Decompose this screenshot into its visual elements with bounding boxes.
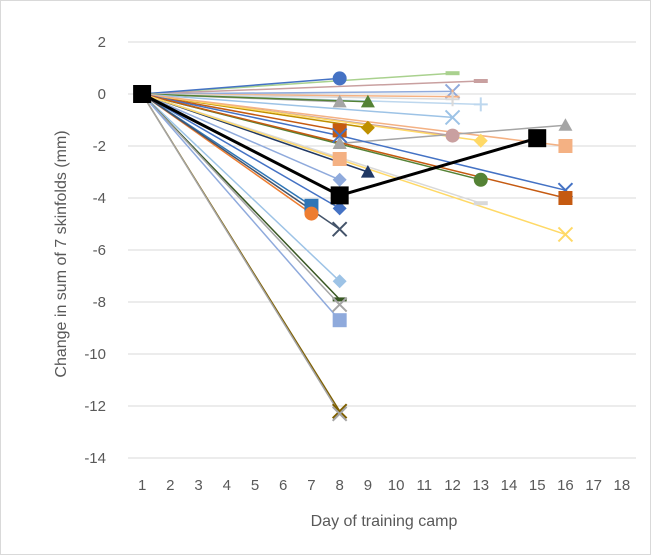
data-point (473, 79, 488, 83)
data-point (360, 120, 375, 135)
x-tick-label: 14 (501, 477, 518, 494)
x-tick-label: 10 (388, 477, 405, 494)
series-line (141, 93, 341, 282)
series-line (141, 93, 341, 306)
data-point (332, 201, 347, 216)
x-tick-label: 6 (279, 477, 287, 494)
y-tick-label: -8 (93, 294, 106, 311)
series-line (142, 93, 566, 147)
data-point (558, 191, 573, 205)
x-tick-label: 4 (223, 477, 231, 494)
x-tick-labels: 1 2 3 4 5 6 7 8 9 10 11 12 13 14 15 16 17 18 (138, 477, 630, 494)
series-line (141, 93, 566, 199)
data-point (331, 221, 348, 237)
data-point (331, 403, 348, 419)
x-axis-title: Day of training camp (311, 513, 458, 530)
x-tick-label: 2 (166, 477, 174, 494)
gridlines (128, 41, 636, 459)
series-line (141, 93, 341, 415)
data-point (558, 118, 573, 131)
data-point (332, 123, 347, 138)
y-tick-label: 0 (98, 86, 106, 103)
mean-data-point (133, 85, 152, 103)
data-point (444, 109, 461, 126)
series-line (141, 93, 341, 321)
series-line (142, 93, 368, 103)
series-line (142, 93, 481, 142)
data-point (332, 274, 347, 289)
data-point (304, 206, 319, 221)
series-line (142, 80, 481, 95)
series-line (142, 93, 453, 100)
x-tick-label: 12 (444, 477, 461, 494)
data-point (332, 297, 347, 302)
series-line (141, 93, 340, 181)
data-point (332, 152, 347, 166)
data-point (331, 296, 348, 313)
series-line (141, 93, 341, 210)
data-point (558, 139, 573, 153)
x-tick-label: 11 (417, 477, 433, 494)
x-tick-label: 8 (335, 477, 343, 494)
data-point (331, 127, 348, 144)
data-point (557, 226, 574, 243)
data-point (332, 172, 347, 187)
series-markers (133, 71, 574, 422)
data-point (331, 406, 348, 422)
y-tick-label: -2 (93, 138, 106, 155)
x-tick-label: 16 (557, 477, 574, 494)
mean-data-point (528, 129, 547, 148)
series-line (141, 93, 566, 236)
data-point (332, 94, 347, 108)
data-point (360, 94, 375, 108)
x-tick-label: 15 (529, 477, 546, 494)
x-tick-label: 9 (364, 477, 372, 494)
series-lines (141, 72, 566, 415)
data-point (445, 128, 460, 143)
series-line (141, 93, 340, 132)
y-tick-label: 2 (98, 34, 106, 51)
data-point (473, 133, 488, 148)
y-tick-label: -4 (93, 190, 106, 207)
x-tick-label: 5 (251, 477, 259, 494)
data-point (360, 165, 375, 178)
x-tick-label: 3 (194, 477, 202, 494)
x-tick-label: 18 (614, 477, 631, 494)
x-tick-label: 13 (472, 477, 489, 494)
y-axis-title: Change in sum of 7 skinfolds (mm) (53, 130, 70, 377)
y-tick-label: -10 (84, 346, 106, 363)
series-line (142, 93, 453, 119)
y-tick-label: -6 (93, 242, 106, 259)
x-tick-label: 7 (307, 477, 315, 494)
data-point (473, 97, 488, 112)
data-point (473, 201, 488, 206)
x-tick-label: 17 (585, 477, 602, 494)
series-line (142, 90, 453, 95)
y-tick-labels: 2 0 -2 -4 -6 -8 -10 -12 -14 (84, 34, 106, 467)
data-point (332, 71, 347, 86)
data-point (445, 71, 460, 76)
data-point (332, 136, 347, 149)
y-tick-label: -14 (84, 450, 106, 467)
data-point (473, 172, 488, 187)
data-point (332, 313, 347, 328)
mean-data-point (330, 186, 349, 205)
y-tick-label: -12 (84, 398, 106, 415)
series-line (142, 77, 340, 95)
data-point (445, 92, 460, 107)
x-tick-label: 1 (138, 477, 146, 494)
